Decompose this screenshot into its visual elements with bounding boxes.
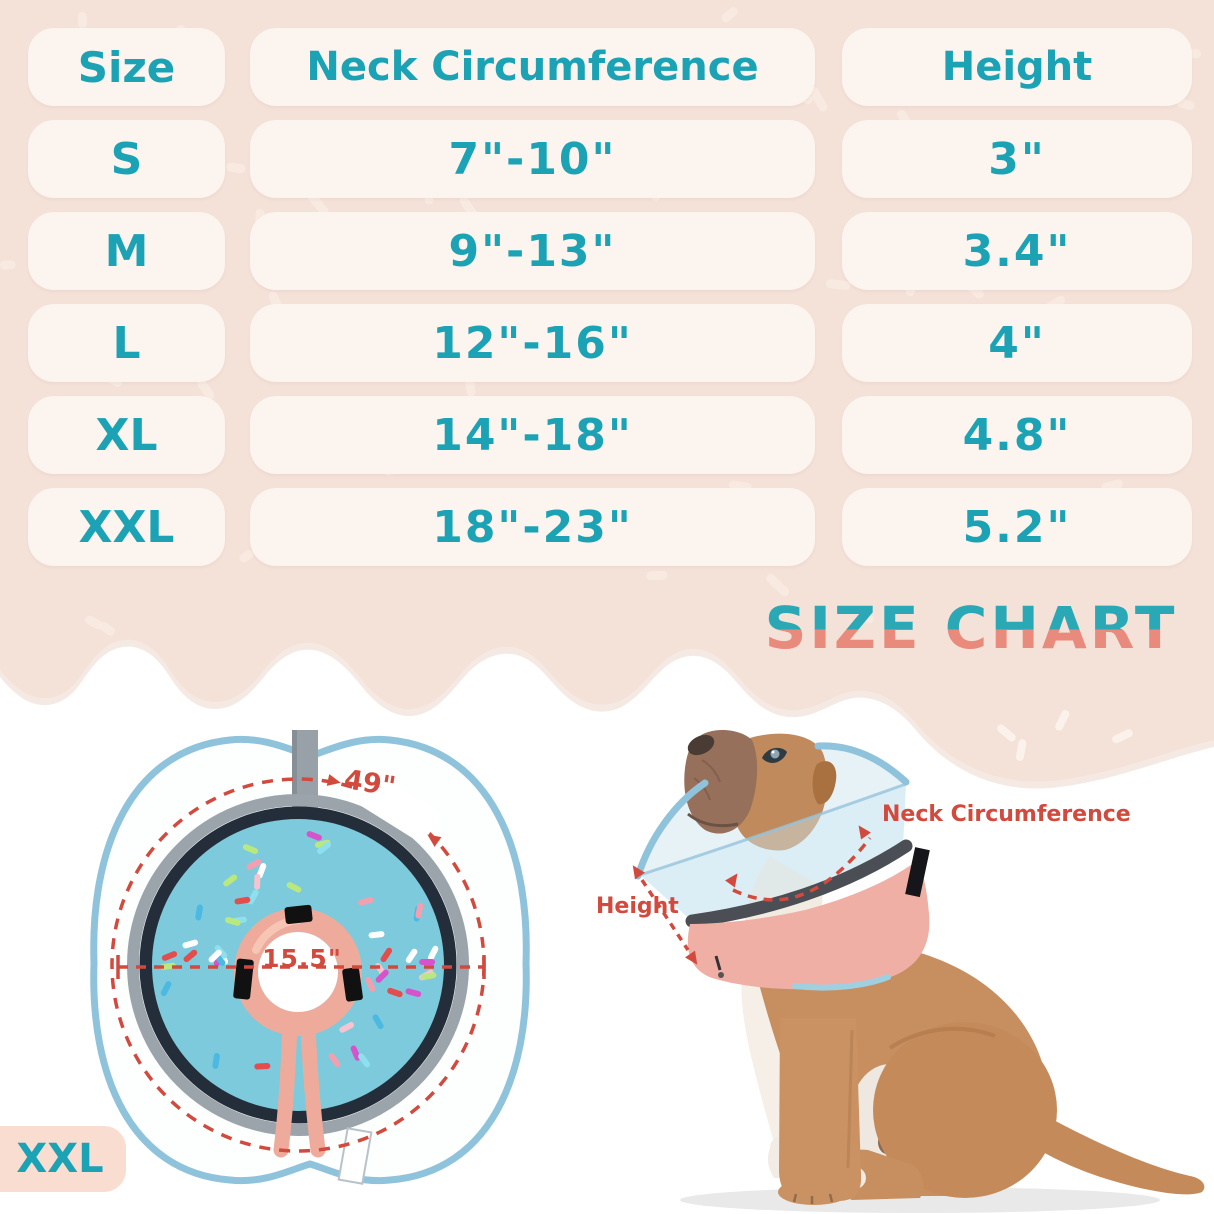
cell-size: L — [28, 304, 225, 382]
table-row: XXL 18"-23" 5.2" — [28, 488, 1192, 566]
height-arrow-down — [685, 950, 698, 965]
height-annotation: Height — [596, 894, 679, 919]
dog-wearing-collar-photo — [632, 729, 1205, 1213]
collar-top-view-diagram — [90, 730, 530, 1185]
donut-sprinkles — [159, 831, 439, 1070]
size-chart-table: Size Neck Circumference Height S 7"-10" … — [28, 28, 1192, 580]
dash-gap-mask — [351, 769, 442, 845]
neck-hole — [258, 932, 338, 1012]
size-badge: XXL — [0, 1126, 126, 1192]
inner-diameter-label: 15.5" — [262, 944, 342, 973]
eye-glint — [771, 750, 775, 754]
dog-haunch — [873, 1022, 1057, 1198]
dog-tail — [1015, 1106, 1205, 1195]
neck-arrow-right — [858, 825, 871, 840]
nose — [687, 734, 715, 756]
hind-foot — [840, 1149, 924, 1200]
cone-front-wall — [640, 784, 906, 921]
cell-height: 4.8" — [842, 396, 1192, 474]
column-header-size: Size — [28, 28, 225, 106]
mouth-line — [687, 812, 739, 828]
circumference-arrow-ccw — [427, 834, 442, 847]
haunch-crease — [888, 1026, 996, 1050]
column-header-height: Height — [842, 28, 1192, 106]
cell-size: XXL — [28, 488, 225, 566]
cell-size: XL — [28, 396, 225, 474]
cell-height: 5.2" — [842, 488, 1192, 566]
table-row: M 9"-13" 3.4" — [28, 212, 1192, 290]
neck-arrow-left — [725, 873, 738, 888]
cell-neck: 18"-23" — [250, 488, 815, 566]
front-paw — [778, 1179, 850, 1205]
cone-rim-left — [634, 779, 709, 880]
cell-neck: 14"-18" — [250, 396, 815, 474]
height-dashed-line — [640, 879, 690, 951]
collar-velcro — [905, 847, 930, 898]
cell-neck: 7"-10" — [250, 120, 815, 198]
neck-circumference-annotation: Neck Circumference — [882, 802, 1131, 827]
fastener-tail-right — [300, 1018, 326, 1158]
velcro-tab-left — [233, 958, 254, 1000]
cell-neck: 9"-13" — [250, 212, 815, 290]
size-table-rows: S 7"-10" 3" M 9"-13" 3.4" L 12"-16" 4" X… — [28, 120, 1192, 566]
column-header-neck: Neck Circumference — [250, 28, 815, 106]
velcro-tab-right — [342, 967, 363, 1002]
cell-neck: 12"-16" — [250, 304, 815, 382]
velcro-tab-top — [284, 904, 313, 925]
cone-rim-right — [814, 742, 910, 786]
table-header-row: Size Neck Circumference Height — [28, 28, 1192, 106]
collar-strap-edge — [292, 730, 297, 808]
paw-claws — [792, 1193, 834, 1204]
cell-height: 3" — [842, 120, 1192, 198]
table-row: S 7"-10" 3" — [28, 120, 1192, 198]
ear — [812, 761, 837, 805]
inflatable-collar — [687, 860, 930, 990]
collar-blue-trim — [792, 974, 891, 991]
leg-shading — [846, 1029, 854, 1169]
zipper-ring — [139, 806, 457, 1124]
cone-front-rim-line — [639, 782, 907, 877]
height-arrow-up — [632, 865, 645, 880]
cone-base-band — [685, 839, 913, 928]
cell-height: 4" — [842, 304, 1192, 382]
cone-wall-ring — [127, 794, 469, 1136]
cell-size: M — [28, 212, 225, 290]
collar-zipper — [714, 955, 722, 971]
front-right-leg — [779, 1018, 862, 1201]
eye-iris — [770, 749, 780, 759]
circumference-arrow-cw — [326, 774, 341, 786]
elastic-strap — [337, 1127, 373, 1185]
neck-dashed-arc — [732, 836, 872, 902]
cell-height: 3.4" — [842, 212, 1192, 290]
fastener-tail-left — [273, 1018, 298, 1158]
size-chart-title: SIZE CHART — [746, 594, 1196, 662]
table-row: XL 14"-18" 4.8" — [28, 396, 1192, 474]
table-row: L 12"-16" 4" — [28, 304, 1192, 382]
zipper-pull — [718, 972, 724, 978]
cell-size: S — [28, 120, 225, 198]
